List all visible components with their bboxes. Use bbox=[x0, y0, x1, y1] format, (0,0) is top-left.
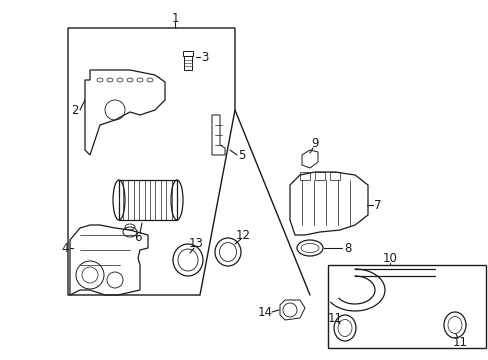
Text: 9: 9 bbox=[311, 136, 318, 149]
Bar bbox=[183, 51, 193, 56]
Text: 4: 4 bbox=[61, 242, 69, 255]
Text: 11: 11 bbox=[451, 336, 467, 348]
Bar bbox=[299, 172, 309, 180]
Text: 5: 5 bbox=[238, 149, 245, 162]
Text: 3: 3 bbox=[201, 50, 208, 63]
Text: 1: 1 bbox=[171, 12, 179, 24]
Bar bbox=[329, 172, 339, 180]
Text: 11: 11 bbox=[327, 311, 342, 324]
Bar bbox=[119, 180, 177, 220]
Text: 12: 12 bbox=[235, 229, 250, 242]
Bar bbox=[314, 172, 325, 180]
Bar bbox=[327, 265, 485, 348]
Bar bbox=[183, 56, 192, 70]
Text: 7: 7 bbox=[373, 198, 381, 212]
Text: 13: 13 bbox=[188, 237, 203, 249]
Text: 14: 14 bbox=[257, 306, 272, 319]
Text: 8: 8 bbox=[344, 242, 351, 255]
Text: 2: 2 bbox=[71, 104, 79, 117]
Text: 10: 10 bbox=[382, 252, 397, 265]
Text: 6: 6 bbox=[134, 230, 142, 243]
